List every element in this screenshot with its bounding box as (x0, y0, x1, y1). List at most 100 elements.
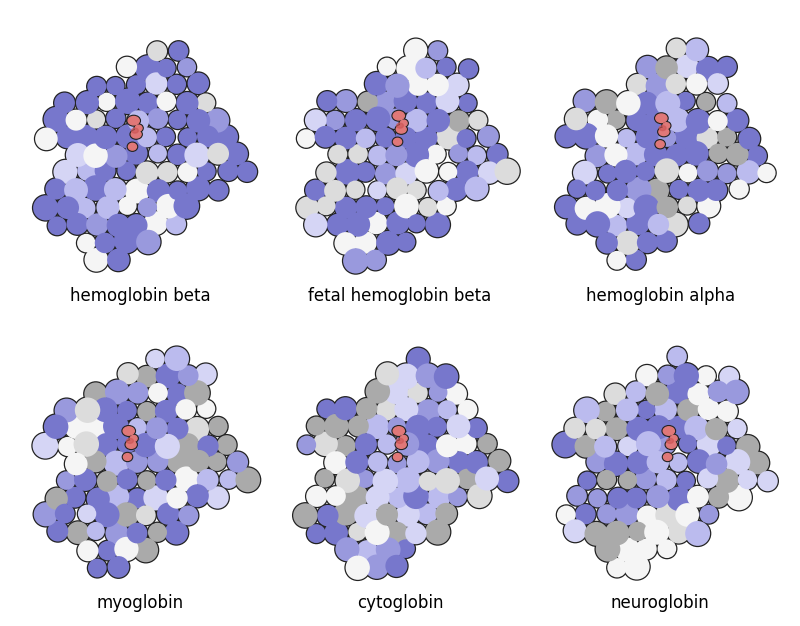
Circle shape (105, 108, 126, 129)
Circle shape (134, 504, 157, 526)
Ellipse shape (392, 453, 402, 461)
Circle shape (198, 436, 218, 456)
Circle shape (614, 160, 638, 183)
Circle shape (553, 432, 578, 457)
Ellipse shape (663, 123, 670, 128)
Circle shape (594, 123, 619, 149)
Circle shape (324, 521, 348, 545)
Ellipse shape (670, 436, 677, 441)
Circle shape (738, 128, 760, 150)
Circle shape (653, 397, 678, 422)
Circle shape (395, 538, 416, 559)
Circle shape (645, 109, 668, 132)
Circle shape (626, 73, 649, 96)
Circle shape (567, 178, 587, 199)
Circle shape (434, 433, 460, 459)
Circle shape (117, 434, 137, 453)
Circle shape (626, 450, 651, 475)
Circle shape (436, 124, 462, 150)
Circle shape (386, 212, 410, 234)
Circle shape (176, 433, 199, 456)
Circle shape (594, 192, 622, 220)
Circle shape (148, 523, 167, 542)
Circle shape (145, 349, 166, 369)
Circle shape (343, 249, 368, 274)
Circle shape (86, 110, 106, 130)
Circle shape (46, 215, 68, 237)
Circle shape (183, 141, 210, 169)
Circle shape (354, 504, 378, 528)
Circle shape (446, 383, 467, 405)
Circle shape (475, 466, 499, 491)
Circle shape (335, 537, 359, 562)
Circle shape (78, 160, 98, 181)
Circle shape (674, 124, 699, 149)
Circle shape (686, 448, 712, 474)
Circle shape (395, 432, 419, 456)
Circle shape (174, 193, 199, 218)
Circle shape (324, 110, 346, 131)
Circle shape (394, 126, 418, 150)
Circle shape (406, 73, 430, 97)
Circle shape (334, 126, 358, 150)
Circle shape (574, 398, 600, 423)
Circle shape (235, 468, 260, 492)
Ellipse shape (392, 137, 402, 146)
Circle shape (626, 520, 649, 543)
Circle shape (334, 158, 362, 186)
Circle shape (634, 90, 659, 116)
Circle shape (116, 125, 140, 148)
Circle shape (135, 228, 162, 255)
Circle shape (48, 217, 66, 235)
Circle shape (565, 418, 586, 439)
Circle shape (296, 128, 317, 149)
Circle shape (388, 417, 406, 436)
Circle shape (394, 501, 421, 528)
Circle shape (683, 140, 710, 167)
Circle shape (92, 396, 119, 423)
Circle shape (334, 501, 358, 526)
Circle shape (178, 128, 197, 146)
Circle shape (148, 383, 168, 403)
Circle shape (207, 179, 230, 202)
Circle shape (125, 450, 149, 474)
Circle shape (435, 503, 457, 525)
Circle shape (102, 177, 128, 202)
Ellipse shape (131, 128, 138, 133)
Circle shape (583, 521, 610, 547)
Circle shape (565, 108, 587, 130)
Circle shape (186, 177, 210, 200)
Circle shape (718, 164, 737, 183)
Circle shape (117, 195, 138, 216)
Circle shape (603, 382, 627, 406)
Ellipse shape (658, 127, 670, 136)
Circle shape (704, 178, 728, 202)
Circle shape (296, 434, 318, 455)
Circle shape (107, 249, 130, 271)
Circle shape (684, 141, 709, 166)
Circle shape (416, 434, 439, 458)
Ellipse shape (397, 438, 403, 443)
Circle shape (116, 160, 138, 181)
Circle shape (146, 178, 171, 204)
Circle shape (186, 485, 209, 507)
Circle shape (418, 471, 439, 492)
Circle shape (154, 399, 179, 424)
Circle shape (564, 106, 589, 131)
Circle shape (86, 522, 105, 540)
Circle shape (448, 110, 470, 131)
Circle shape (206, 485, 230, 510)
Circle shape (404, 521, 428, 545)
Circle shape (635, 364, 659, 387)
Circle shape (635, 54, 660, 80)
Circle shape (334, 467, 362, 494)
Circle shape (116, 433, 138, 454)
Circle shape (327, 143, 349, 165)
Circle shape (385, 521, 409, 546)
Circle shape (424, 448, 450, 475)
Circle shape (136, 91, 159, 115)
Circle shape (406, 213, 426, 233)
Circle shape (95, 195, 121, 220)
Circle shape (434, 468, 460, 494)
Circle shape (573, 396, 601, 424)
